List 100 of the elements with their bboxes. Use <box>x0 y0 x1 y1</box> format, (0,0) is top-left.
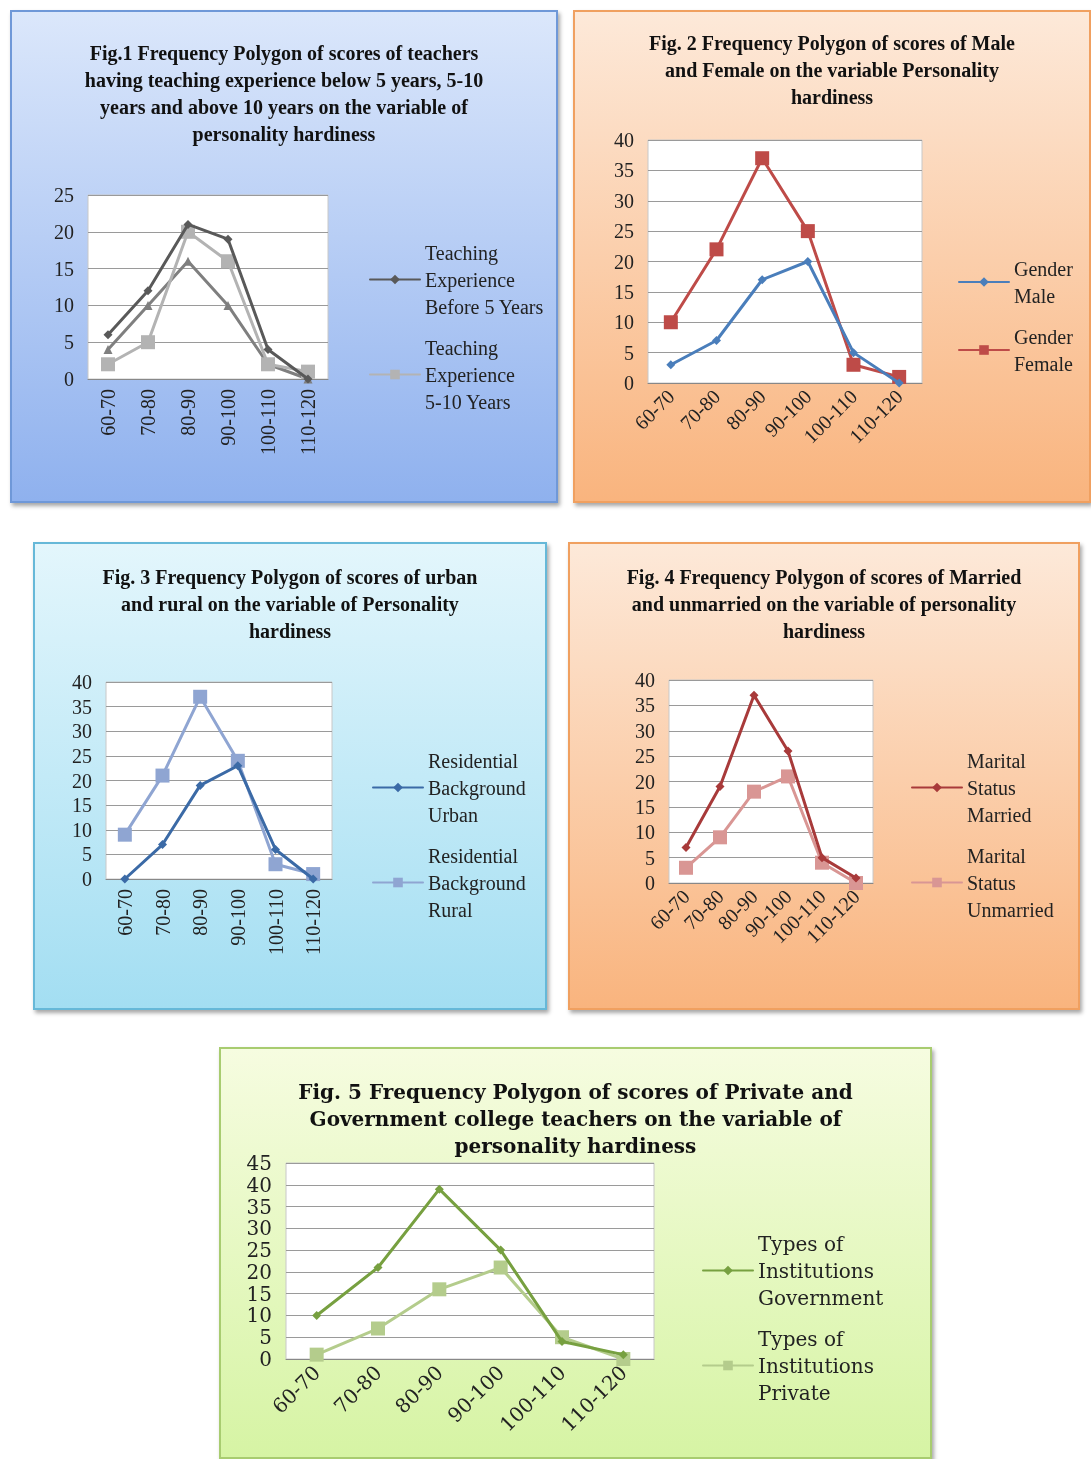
point <box>158 840 167 850</box>
point <box>432 1282 447 1297</box>
y-tick-label: 20 <box>72 769 92 792</box>
point <box>679 860 693 875</box>
point <box>223 300 233 310</box>
point <box>371 1321 385 1336</box>
chart-title: Fig. 2 Frequency Polygon of scores of Male and Female on the variable Personality hardiness <box>648 31 1016 110</box>
y-tick-label: 15 <box>54 257 74 280</box>
y-tick-label: 10 <box>246 1303 272 1328</box>
point <box>221 254 235 269</box>
point <box>749 690 759 700</box>
point <box>800 224 815 239</box>
y-tick-label: 30 <box>614 189 634 212</box>
y-tick-label: 0 <box>82 868 92 890</box>
point <box>103 345 113 355</box>
point <box>143 300 153 310</box>
y-tick-label: 0 <box>624 372 634 394</box>
point <box>117 827 132 842</box>
y-tick-label: 40 <box>246 1172 272 1197</box>
y-tick-label: 10 <box>72 818 92 841</box>
x-tick-label: 60-70 <box>97 389 119 436</box>
y-tick-label: 40 <box>614 129 634 151</box>
y-tick-label: 5 <box>82 843 92 866</box>
point <box>496 1245 506 1255</box>
point <box>493 1260 508 1275</box>
chart-title: Fig. 4 Frequency Polygon of scores of Married and unmarried on the variable of personality hardiness <box>625 565 1023 644</box>
y-tick-label: 10 <box>635 821 655 844</box>
point <box>434 1184 444 1194</box>
y-tick-label: 30 <box>635 719 655 742</box>
point <box>757 275 767 285</box>
y-tick-label: 25 <box>635 745 655 768</box>
y-tick-label: 0 <box>259 1347 272 1371</box>
point <box>183 219 193 229</box>
y-tick-label: 5 <box>645 846 655 869</box>
point <box>193 689 208 704</box>
y-tick-label: 45 <box>246 1151 272 1175</box>
x-tick-label: 100-110 <box>264 889 287 955</box>
point <box>103 330 113 340</box>
point <box>747 784 761 799</box>
point <box>666 360 676 370</box>
point <box>755 151 770 166</box>
y-tick-label: 5 <box>64 331 74 354</box>
y-tick-label: 25 <box>54 184 74 206</box>
point <box>223 234 233 244</box>
point <box>195 780 205 790</box>
point <box>271 844 280 854</box>
point <box>143 286 153 296</box>
point <box>120 874 130 884</box>
y-tick-label: 25 <box>614 220 634 243</box>
point <box>268 857 283 872</box>
point <box>783 746 793 756</box>
y-tick-label: 10 <box>54 294 74 317</box>
point <box>373 1263 383 1273</box>
y-tick-label: 0 <box>64 368 74 390</box>
x-tick-label: 80-90 <box>177 389 199 436</box>
point <box>233 761 243 771</box>
legend-label: Types of Institutions Private <box>758 1326 881 1405</box>
legend-label: Marital Status Unmarried <box>967 844 1054 921</box>
legend-label: Residential Background Urban <box>428 749 531 826</box>
point <box>846 357 861 372</box>
point <box>851 873 861 883</box>
y-tick-label: 30 <box>246 1216 272 1241</box>
legend-label: Gender Male <box>1014 257 1078 307</box>
legend-label: Teaching Experience 5-10 Years <box>425 336 520 413</box>
legend-label: Marital Status Married <box>967 749 1032 826</box>
x-tick-label: 110-120 <box>297 389 319 455</box>
legend-label: Gender Female <box>1014 325 1078 375</box>
y-tick-label: 0 <box>645 872 655 894</box>
y-tick-label: 35 <box>246 1194 272 1219</box>
y-tick-label: 15 <box>246 1281 272 1306</box>
point <box>101 357 115 372</box>
chart-title: Fig. 3 Frequency Polygon of scores of urban and rural on the variable of Personality hardiness <box>101 565 479 644</box>
point <box>803 257 813 266</box>
point <box>709 242 724 257</box>
chart-title: Fig.1 Frequency Polygon of scores of teachers having teaching experience below 5 years, 5-10 years and above 10 years on the variable of personality hardiness <box>83 41 485 148</box>
y-tick-label: 15 <box>72 794 92 817</box>
x-tick-label: 90-100 <box>217 389 239 446</box>
y-tick-label: 40 <box>635 669 655 691</box>
point <box>681 842 691 852</box>
y-tick-label: 15 <box>614 280 634 303</box>
y-tick-label: 30 <box>72 720 92 743</box>
x-tick-label: 90-100 <box>226 889 249 946</box>
y-tick-label: 25 <box>72 744 92 767</box>
point <box>781 769 795 784</box>
point <box>849 348 858 358</box>
y-tick-label: 20 <box>635 770 655 793</box>
x-tick-label: 70-80 <box>137 389 159 436</box>
x-tick-label: 110-120 <box>302 889 325 955</box>
y-tick-label: 10 <box>614 311 634 334</box>
x-tick-label: 70-80 <box>151 889 174 936</box>
y-tick-label: 20 <box>614 250 634 273</box>
y-tick-label: 35 <box>72 695 92 718</box>
point <box>312 1310 322 1320</box>
point <box>715 782 725 792</box>
point <box>155 768 170 783</box>
y-tick-label: 20 <box>54 220 74 243</box>
y-tick-label: 35 <box>614 159 634 182</box>
y-tick-label: 40 <box>72 671 92 693</box>
point <box>263 345 273 355</box>
point <box>713 830 727 845</box>
